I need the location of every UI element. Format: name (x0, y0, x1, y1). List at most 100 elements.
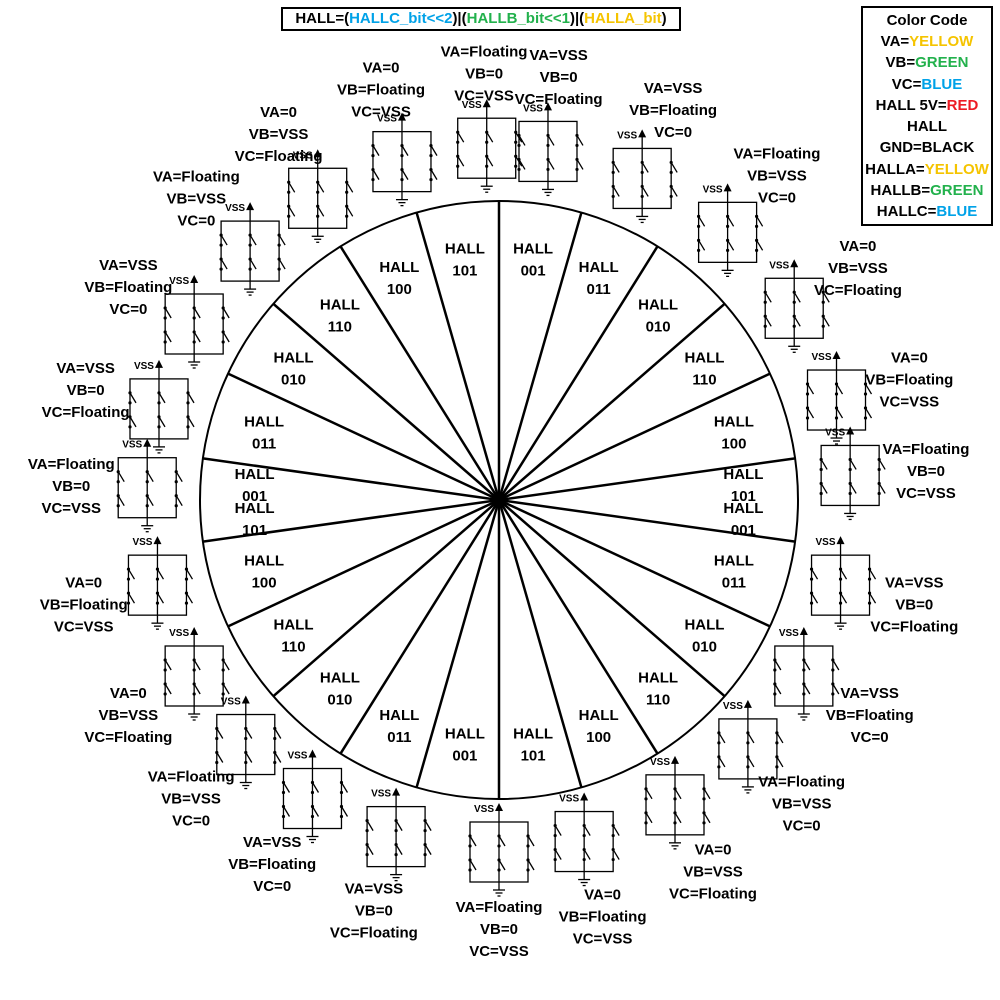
switch-terminal (831, 658, 835, 662)
phase-name: VB= (84, 279, 114, 296)
sector-boundary-line (498, 372, 771, 502)
switch-terminal (726, 224, 730, 228)
switch-terminal (775, 731, 779, 735)
sector-label-line: HALL (714, 553, 754, 570)
switch-contact-top (527, 835, 535, 847)
vss-label: VSS (825, 427, 845, 438)
switch-terminal (273, 726, 277, 731)
switch-terminal (429, 178, 433, 182)
switch-contact-bottom (747, 756, 755, 768)
phase-state-line: VA=Floating (153, 168, 240, 185)
switch-terminal (400, 144, 404, 148)
legend-row: HALLA=YELLOW (863, 159, 991, 180)
sector-label: HALL 001 (445, 726, 485, 765)
phase-state-line: VC=0 (253, 878, 291, 895)
phase-name: VB= (167, 190, 197, 207)
switch-terminal (186, 401, 190, 405)
phase-state-line: VC=Floating (515, 91, 603, 108)
switch-contact-bottom (810, 592, 819, 604)
switch-terminal (702, 821, 706, 825)
phase-state-line: VB=VSS (161, 790, 221, 807)
phase-name: VA= (153, 168, 182, 185)
phase-state-line: VA=Floating (28, 456, 115, 473)
phase-state-line: VB=0 (67, 382, 105, 399)
legend-key: HALLB= (870, 182, 931, 200)
sector-boundary-line (498, 457, 796, 502)
vss-label: VSS (132, 537, 152, 548)
switch-terminal (848, 467, 852, 472)
color-code-legend: Color Code VA=YELLOW VB=GREEN VC=BLUE HALL … (861, 6, 993, 226)
switch-terminal (468, 844, 472, 848)
phase-value: 0 (96, 382, 104, 399)
phase-value: 0 (391, 60, 399, 77)
phase-state-line: VC=Floating (235, 148, 323, 165)
phase-name: VB= (826, 707, 856, 724)
switch-contact-bottom (216, 752, 224, 763)
switch-terminal (863, 406, 868, 410)
phase-value: VSS (602, 930, 632, 947)
switch-terminal (163, 658, 167, 662)
switch-terminal (834, 416, 839, 420)
vss-label: VSS (134, 361, 154, 372)
switch-terminal (174, 480, 178, 484)
sector-boundary-line (498, 302, 726, 501)
switch-terminal (371, 144, 375, 148)
phase-name: VB= (540, 69, 570, 86)
phase-state-line: VB=VSS (99, 707, 159, 724)
switch-contact-top (839, 568, 848, 580)
sector-label-line: 110 (281, 638, 305, 655)
switch-contact-bottom (612, 186, 620, 197)
formula-c-term: HALLC_bit<<2 (349, 10, 453, 27)
switch-terminal (611, 847, 615, 852)
switch-terminal (310, 814, 315, 819)
switch-contact-bottom (774, 683, 782, 695)
switch-terminal (429, 168, 433, 172)
phase-name: VA= (840, 685, 869, 702)
phase-state-line: VC=Floating (84, 729, 172, 746)
phase-name: VA= (148, 768, 177, 785)
phase-state-line: VB=Floating (84, 279, 172, 296)
switch-contact-top (282, 782, 291, 793)
switch-terminal (802, 668, 806, 672)
phase-state-line: VB=VSS (167, 190, 227, 207)
switch-terminal (838, 591, 843, 595)
switch-terminal (805, 382, 810, 386)
phase-name: VC= (42, 404, 72, 421)
switch-contact-top (547, 135, 555, 146)
vss-arrow (313, 149, 322, 158)
switch-terminal (174, 494, 178, 498)
switch-terminal (281, 790, 286, 795)
switch-terminal (310, 790, 315, 795)
switch-terminal (834, 382, 839, 386)
switch-terminal (155, 591, 160, 595)
vss-arrow (392, 787, 401, 796)
switch-terminal (219, 257, 223, 261)
phase-value: 0 (384, 902, 392, 919)
switch-contact-top (156, 568, 165, 580)
switch-terminal (763, 290, 767, 294)
switch-terminal (126, 591, 131, 595)
sector-boundary-line (497, 499, 583, 788)
switch-terminal (697, 238, 701, 242)
switch-terminal (277, 243, 281, 247)
phase-value: Floating (181, 168, 239, 185)
switch-contact-bottom (146, 495, 154, 507)
switch-terminal (497, 868, 501, 872)
sector-label-line: 001 (242, 488, 267, 505)
vss-arrow (790, 259, 799, 268)
switch-terminal (805, 392, 810, 396)
phase-state-group: VSS VA=Floating VB=0 VC=VSS (441, 43, 527, 193)
switch-terminal (244, 750, 248, 755)
switch-terminal (456, 154, 460, 158)
phase-name: VA= (456, 899, 485, 916)
phase-state-line: VB=Floating (337, 82, 425, 99)
phase-name: VB= (465, 65, 495, 82)
switch-contact-top (249, 234, 257, 246)
phase-state-line: VC=VSS (880, 393, 940, 410)
phase-value: VSS (271, 834, 301, 851)
switch-terminal (400, 154, 404, 158)
